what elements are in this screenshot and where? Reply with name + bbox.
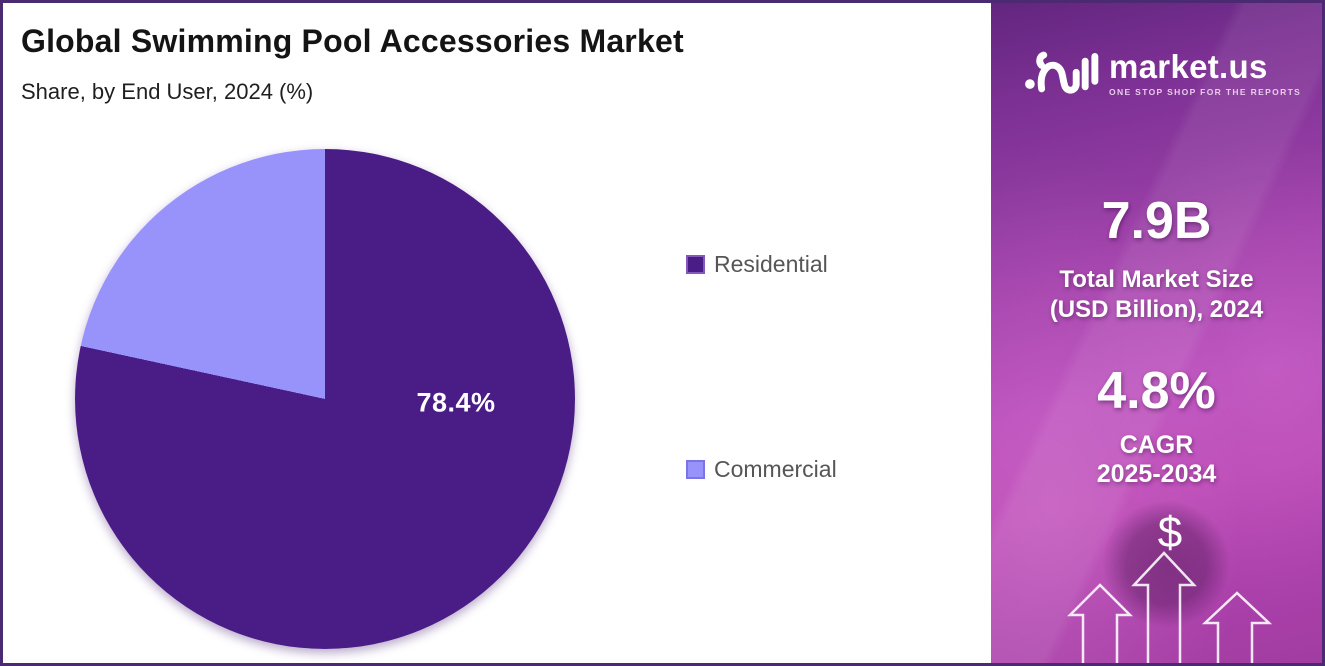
stat-label-line: 2025-2034 — [1096, 460, 1217, 488]
brand-tagline: ONE STOP SHOP FOR THE REPORTS — [1109, 86, 1302, 97]
chart-area: Global Swimming Pool Accessories Market … — [3, 3, 988, 663]
brand-logo: market.us ONE STOP SHOP FOR THE REPORTS — [1023, 45, 1301, 101]
legend-item-commercial: Commercial — [686, 456, 837, 483]
legend-label: Residential — [714, 251, 828, 277]
stat-label-line: (USD Billion), 2024 — [1049, 296, 1264, 323]
market-us-logo-icon — [1025, 51, 1099, 94]
legend-label: Commercial — [714, 456, 837, 482]
page-subtitle: Share, by End User, 2024 (%) — [21, 79, 314, 104]
brand-text: market.us ONE STOP SHOP FOR THE REPORTS — [1109, 50, 1301, 97]
brand-sidebar: market.us ONE STOP SHOP FOR THE REPORTS … — [991, 3, 1322, 663]
stat-cagr-value: 4.8% — [1097, 362, 1216, 420]
page-title: Global Swimming Pool Accessories Market — [21, 23, 684, 59]
stat-cagr-label: CAGR 2025-2034 — [991, 431, 1322, 489]
dollar-icon: $ — [1158, 511, 1182, 557]
growth-arrows-icon: $ — [1066, 511, 1273, 663]
commercial-swatch-icon — [686, 460, 705, 479]
stat-label-line: Total Market Size — [1059, 266, 1254, 293]
stat-label-line: CAGR — [1119, 431, 1194, 459]
residential-swatch-icon — [686, 255, 705, 274]
stat-market-size-label: Total Market Size (USD Billion), 2024 — [991, 265, 1322, 325]
stat-market-size-value: 7.9B — [1101, 192, 1212, 250]
legend-item-residential: Residential — [686, 251, 837, 278]
pie-chart — [75, 149, 575, 649]
brand-name: market.us — [1109, 47, 1268, 85]
pie-data-label: 78.4% — [416, 387, 496, 418]
chart-legend: Residential Commercial — [686, 251, 837, 483]
